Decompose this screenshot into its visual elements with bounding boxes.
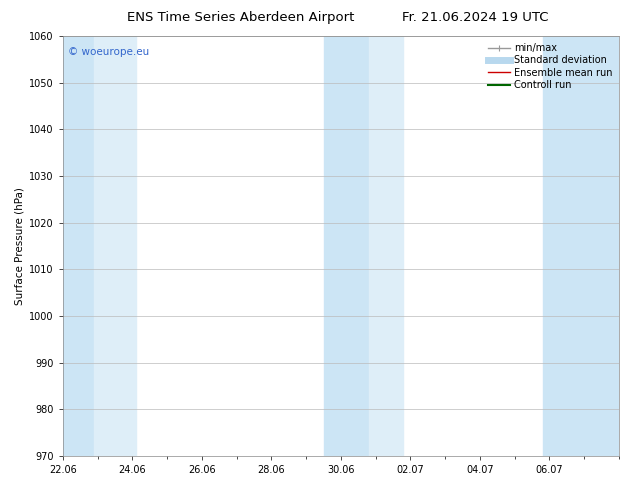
Bar <box>94 36 136 456</box>
Bar <box>60 36 94 456</box>
Y-axis label: Surface Pressure (hPa): Surface Pressure (hPa) <box>15 187 25 305</box>
Text: ENS Time Series Aberdeen Airport: ENS Time Series Aberdeen Airport <box>127 11 354 24</box>
Legend: min/max, Standard deviation, Ensemble mean run, Controll run: min/max, Standard deviation, Ensemble me… <box>486 41 614 92</box>
Bar <box>369 36 403 456</box>
Bar <box>323 36 369 456</box>
Text: Fr. 21.06.2024 19 UTC: Fr. 21.06.2024 19 UTC <box>402 11 549 24</box>
Bar <box>543 36 619 456</box>
Text: © woeurope.eu: © woeurope.eu <box>68 47 150 57</box>
